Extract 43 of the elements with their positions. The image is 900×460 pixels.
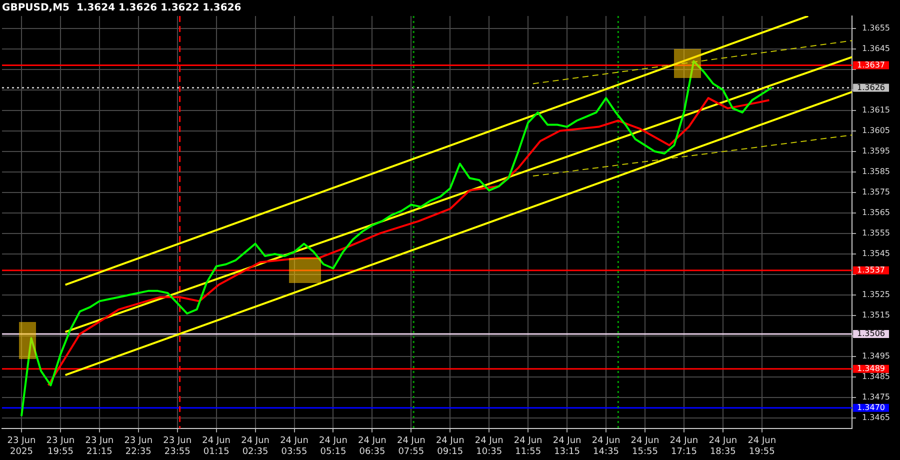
x-tick-label: 24 Jun 19:55	[748, 436, 776, 457]
x-tick-label: 24 Jun 14:35	[592, 436, 620, 457]
x-tick-label: 24 Jun 15:55	[630, 436, 660, 457]
ref-line-label: 1.3506	[857, 329, 885, 338]
y-tick-label: 1.3545	[862, 249, 890, 258]
x-tick-label: 24 Jun 11:55	[514, 436, 542, 457]
x-tick-label: 24 Jun 06:35	[358, 436, 386, 457]
y-tick-label: 1.3565	[862, 208, 890, 218]
chart-title: GBPUSD,M5 1.3624 1.3626 1.3622 1.3626	[2, 2, 242, 14]
y-tick-label: 1.3615	[862, 105, 890, 114]
x-tick-label: 24 Jun 09:15	[436, 436, 464, 457]
x-tick-label: 24 Jun 03:55	[280, 436, 308, 457]
ref-line-label: 1.3470	[857, 402, 885, 412]
y-tick-label: 1.3495	[862, 352, 890, 361]
y-tick-label: 1.3485	[862, 372, 890, 382]
x-tick-label: 23 Jun 2025	[7, 436, 36, 457]
x-tick-label: 24 Jun 17:15	[670, 436, 698, 457]
y-tick-label: 1.3555	[862, 228, 890, 238]
x-tick-label: 24 Jun 07:55	[396, 436, 426, 457]
y-tick-label: 1.3515	[862, 310, 890, 320]
ref-line-label: 1.3489	[857, 364, 885, 373]
y-tick-label: 1.3595	[862, 146, 890, 156]
ref-line-label: 1.3637	[857, 60, 885, 70]
ref-line-label: 1.3537	[857, 265, 885, 274]
y-tick-label: 1.3655	[862, 23, 890, 32]
x-tick-label: 23 Jun 21:15	[85, 436, 114, 457]
y-tick-label: 1.3475	[862, 392, 890, 402]
y-tick-label: 1.3605	[862, 126, 890, 135]
x-tick-label: 24 Jun 05:15	[319, 436, 348, 457]
x-tick-label: 24 Jun 01:15	[202, 436, 231, 457]
y-tick-label: 1.3645	[862, 44, 890, 53]
ref-line-label: 1.3626	[857, 82, 885, 92]
x-tick-label: 23 Jun 23:55	[163, 436, 192, 457]
y-tick-label: 1.3525	[862, 290, 890, 300]
y-tick-label: 1.3585	[862, 167, 890, 176]
x-tick-label: 24 Jun 13:15	[552, 436, 582, 457]
y-tick-label: 1.3465	[862, 413, 890, 422]
x-tick-label: 23 Jun 19:55	[46, 436, 75, 457]
x-tick-label: 24 Jun 02:35	[241, 436, 270, 457]
x-tick-label: 24 Jun 10:35	[474, 436, 504, 457]
y-tick-label: 1.3575	[862, 188, 890, 197]
x-tick-label: 24 Jun 18:35	[708, 436, 738, 457]
x-tick-label: 23 Jun 22:35	[124, 436, 153, 457]
